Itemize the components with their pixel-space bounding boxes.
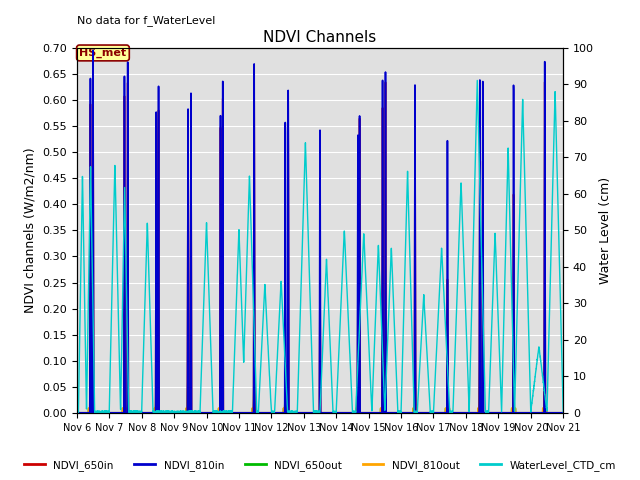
Title: NDVI Channels: NDVI Channels [264, 30, 376, 46]
Text: No data for f_WaterLevel: No data for f_WaterLevel [77, 15, 215, 26]
Y-axis label: NDVI channels (W/m2/nm): NDVI channels (W/m2/nm) [24, 147, 36, 313]
Legend: NDVI_650in, NDVI_810in, NDVI_650out, NDVI_810out, WaterLevel_CTD_cm: NDVI_650in, NDVI_810in, NDVI_650out, NDV… [20, 456, 620, 475]
Y-axis label: Water Level (cm): Water Level (cm) [600, 177, 612, 284]
Text: HS_met: HS_met [79, 48, 127, 58]
